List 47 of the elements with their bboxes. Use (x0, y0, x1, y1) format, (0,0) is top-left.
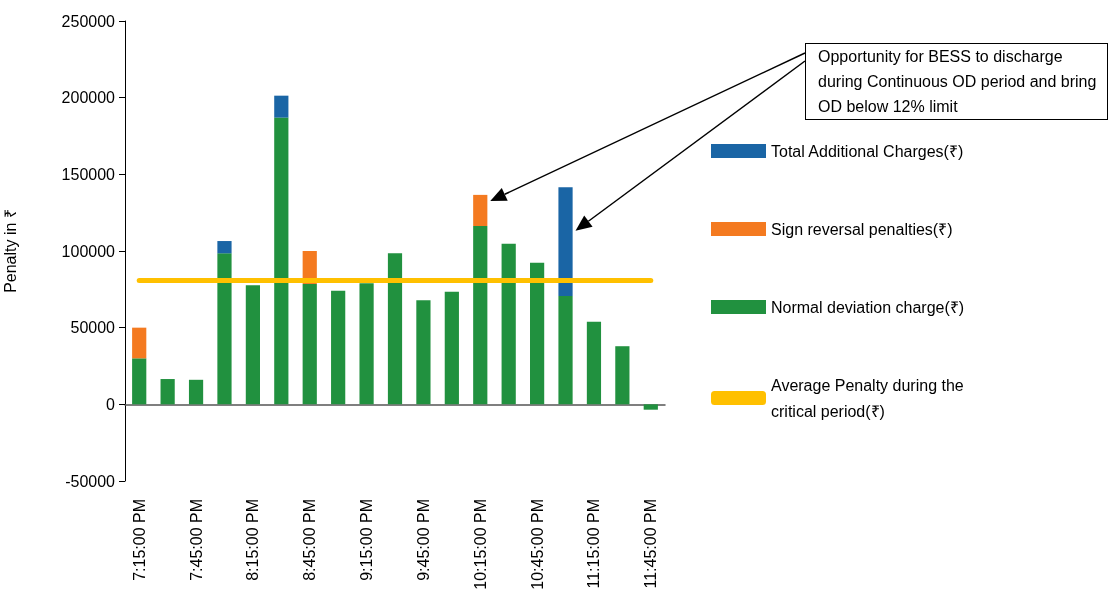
x-tick-label: 7:15:00 PM (130, 499, 148, 581)
y-tick-label: 250000 (61, 12, 116, 30)
bar (245, 285, 260, 405)
y-tick-label: 0 (106, 395, 116, 413)
bar (444, 291, 459, 405)
bar (473, 226, 488, 405)
y-tick-label: -50000 (65, 472, 116, 490)
bar (132, 327, 147, 359)
legend-label: Sign reversal penalties(₹) (771, 220, 953, 238)
bar (331, 290, 346, 405)
bar (132, 358, 147, 405)
y-tick-label: 150000 (61, 165, 116, 183)
bar (530, 262, 545, 405)
y-tick-label: 200000 (61, 89, 116, 107)
x-tick-label: 11:45:00 PM (642, 499, 660, 589)
bar (501, 243, 516, 405)
bar (473, 194, 488, 227)
x-tick-label: 10:15:00 PM (471, 499, 489, 590)
bar (643, 404, 658, 410)
y-tick-label: 50000 (70, 319, 116, 337)
bar (615, 346, 630, 405)
bar (188, 379, 204, 405)
bar (416, 300, 431, 405)
bar (586, 321, 602, 405)
x-tick-label: 10:45:00 PM (528, 499, 546, 590)
legend-label: Total Additional Charges(₹) (771, 142, 964, 160)
x-tick-label: 8:15:00 PM (244, 499, 262, 581)
x-tick-label: 9:15:00 PM (358, 499, 376, 581)
bar (558, 187, 573, 297)
bar (274, 95, 289, 118)
bar (387, 253, 403, 405)
x-tick-label: 11:15:00 PM (585, 499, 603, 589)
bar (217, 253, 232, 405)
bar (558, 296, 573, 405)
y-tick-label: 100000 (61, 242, 116, 260)
bar (160, 379, 175, 405)
bar (302, 283, 317, 405)
bar (274, 117, 289, 405)
x-tick-label: 8:45:00 PM (301, 499, 319, 581)
legend-label: Normal deviation charge(₹) (771, 298, 965, 316)
y-axis-title: Penalty in ₹ (1, 209, 19, 293)
bar (217, 241, 232, 254)
text: Opportunity for BESS to discharge during Continuous OD period and bring OD below 12% limit (805, 43, 1108, 120)
bar (359, 283, 374, 405)
x-tick-label: 9:45:00 PM (414, 499, 432, 581)
legend-label: Average Penalty during the critical period(₹) (771, 376, 969, 420)
x-tick-label: 7:45:00 PM (187, 499, 205, 581)
